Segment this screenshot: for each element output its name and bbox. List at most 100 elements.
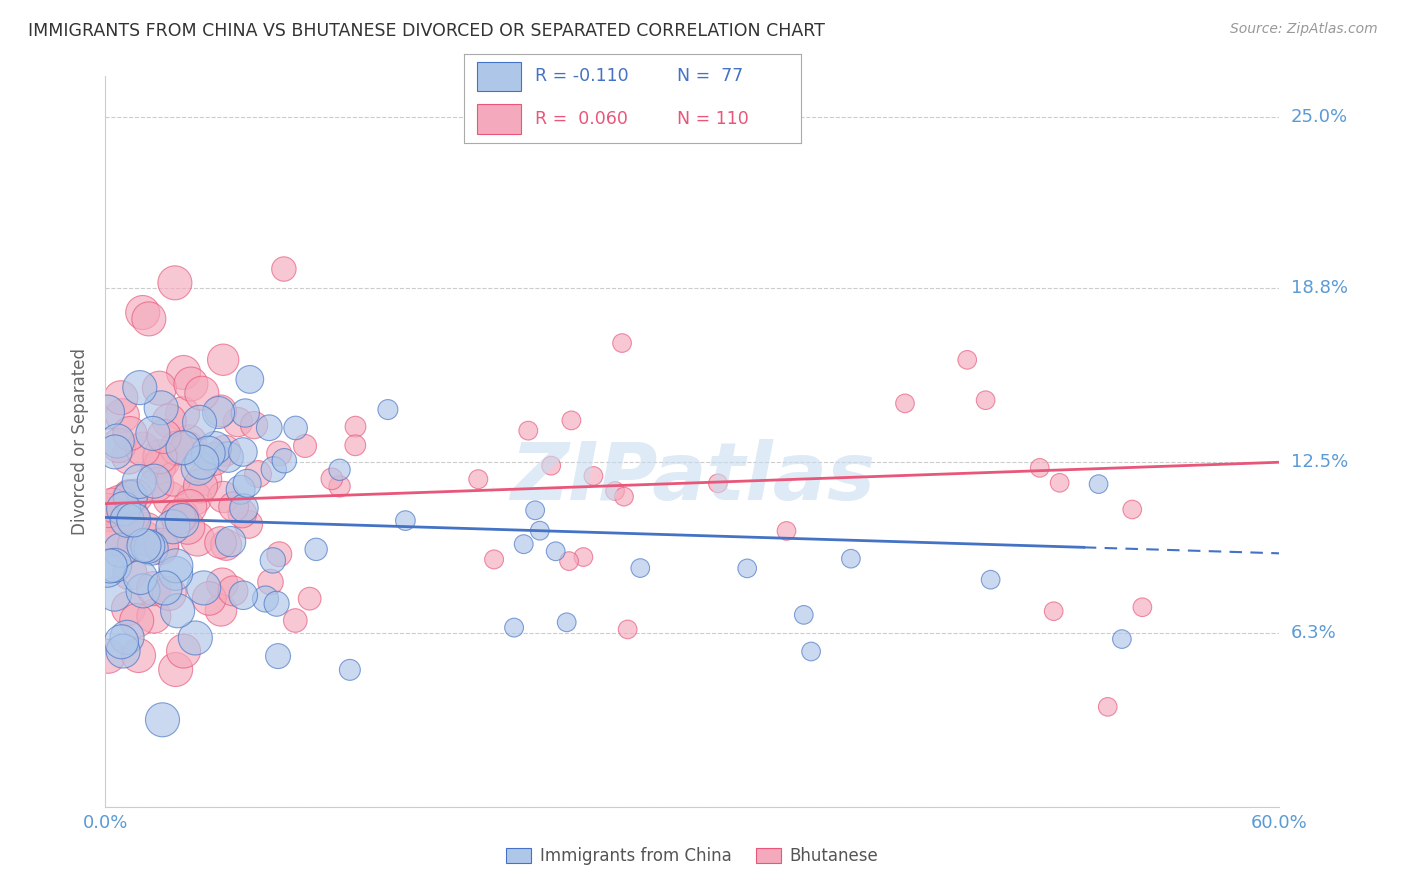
Point bbox=[187, 461, 209, 475]
Point bbox=[97, 508, 120, 522]
Point bbox=[707, 476, 730, 491]
Point bbox=[150, 541, 173, 555]
Text: Source: ZipAtlas.com: Source: ZipAtlas.com bbox=[1230, 22, 1378, 37]
Point bbox=[266, 597, 288, 611]
Point bbox=[603, 483, 626, 498]
Point bbox=[138, 311, 160, 326]
Point bbox=[118, 450, 141, 464]
Point bbox=[243, 418, 266, 433]
Point bbox=[166, 604, 188, 618]
Point bbox=[339, 663, 361, 677]
Text: N =  77: N = 77 bbox=[676, 67, 742, 86]
Point bbox=[1042, 604, 1064, 618]
Point bbox=[97, 503, 120, 517]
Point bbox=[284, 421, 307, 435]
Point bbox=[262, 553, 284, 567]
Point bbox=[188, 416, 211, 430]
Point bbox=[157, 414, 180, 428]
Point bbox=[503, 621, 526, 635]
Point bbox=[215, 538, 238, 552]
Point bbox=[193, 581, 215, 595]
Point bbox=[209, 404, 232, 418]
Point bbox=[110, 634, 132, 648]
Point bbox=[394, 514, 416, 528]
Point bbox=[239, 372, 262, 386]
Point bbox=[173, 366, 195, 380]
Point bbox=[233, 406, 256, 420]
Point bbox=[610, 336, 633, 351]
Point bbox=[152, 454, 174, 468]
Point bbox=[141, 541, 163, 556]
Point bbox=[96, 405, 118, 419]
Point bbox=[555, 615, 578, 630]
Point bbox=[142, 582, 165, 596]
Point bbox=[136, 540, 159, 554]
Point bbox=[232, 445, 254, 459]
Point bbox=[294, 439, 316, 453]
Point bbox=[183, 491, 205, 506]
Text: IMMIGRANTS FROM CHINA VS BHUTANESE DIVORCED OR SEPARATED CORRELATION CHART: IMMIGRANTS FROM CHINA VS BHUTANESE DIVOR… bbox=[28, 22, 825, 40]
Point bbox=[284, 614, 307, 628]
Point bbox=[118, 426, 141, 441]
Point bbox=[194, 472, 217, 486]
Point bbox=[142, 426, 165, 441]
Point bbox=[305, 542, 328, 557]
Point bbox=[129, 570, 152, 584]
Text: 25.0%: 25.0% bbox=[1291, 108, 1348, 127]
Point bbox=[103, 587, 125, 601]
Point bbox=[153, 429, 176, 443]
Point bbox=[269, 446, 291, 460]
Point bbox=[121, 510, 143, 524]
Point bbox=[128, 475, 150, 489]
Point bbox=[980, 573, 1002, 587]
Point bbox=[149, 450, 172, 464]
Point bbox=[482, 552, 505, 566]
Point bbox=[198, 591, 221, 606]
Point bbox=[236, 476, 259, 491]
Point bbox=[974, 393, 997, 408]
Point bbox=[132, 583, 155, 598]
Text: ZIPatlas: ZIPatlas bbox=[510, 439, 875, 517]
Y-axis label: Divorced or Separated: Divorced or Separated bbox=[72, 348, 90, 535]
Point bbox=[558, 554, 581, 568]
Point bbox=[628, 561, 651, 575]
Point bbox=[134, 531, 156, 545]
Point bbox=[177, 520, 200, 534]
Text: 6.3%: 6.3% bbox=[1291, 624, 1336, 642]
Point bbox=[148, 381, 170, 395]
Point bbox=[190, 455, 212, 469]
Point bbox=[269, 547, 291, 561]
Point bbox=[97, 649, 120, 664]
Point bbox=[263, 462, 285, 476]
Point bbox=[179, 500, 201, 514]
Point bbox=[209, 603, 232, 617]
Point bbox=[231, 507, 253, 521]
Point bbox=[204, 441, 226, 455]
Point bbox=[153, 581, 176, 595]
Point bbox=[163, 472, 186, 486]
Point bbox=[735, 561, 758, 575]
Point bbox=[298, 591, 321, 606]
Point bbox=[120, 491, 142, 505]
Point bbox=[211, 576, 233, 591]
Point bbox=[142, 609, 165, 624]
Point bbox=[101, 498, 124, 512]
Point bbox=[148, 460, 170, 475]
Point bbox=[176, 442, 198, 456]
Point bbox=[150, 538, 173, 552]
Point bbox=[1029, 461, 1052, 475]
Point bbox=[467, 472, 489, 486]
Point bbox=[273, 262, 295, 277]
Point bbox=[524, 503, 547, 517]
Point bbox=[226, 415, 249, 429]
Text: 12.5%: 12.5% bbox=[1291, 453, 1348, 471]
Point bbox=[170, 514, 193, 528]
Point bbox=[132, 539, 155, 553]
Point bbox=[197, 446, 219, 460]
Point bbox=[98, 559, 121, 574]
Point bbox=[560, 413, 582, 427]
Point bbox=[616, 623, 638, 637]
Point bbox=[146, 477, 169, 491]
Point bbox=[170, 508, 193, 523]
Point bbox=[202, 452, 225, 467]
